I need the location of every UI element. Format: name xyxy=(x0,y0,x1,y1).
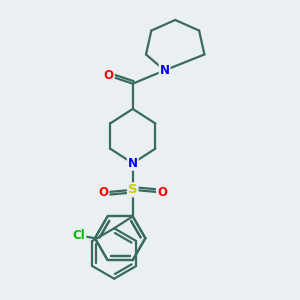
Text: O: O xyxy=(99,186,109,199)
Text: S: S xyxy=(128,183,138,196)
Text: N: N xyxy=(128,157,138,170)
Text: O: O xyxy=(104,69,114,82)
Text: N: N xyxy=(160,64,170,77)
Text: Cl: Cl xyxy=(73,229,85,242)
Text: O: O xyxy=(157,186,167,199)
